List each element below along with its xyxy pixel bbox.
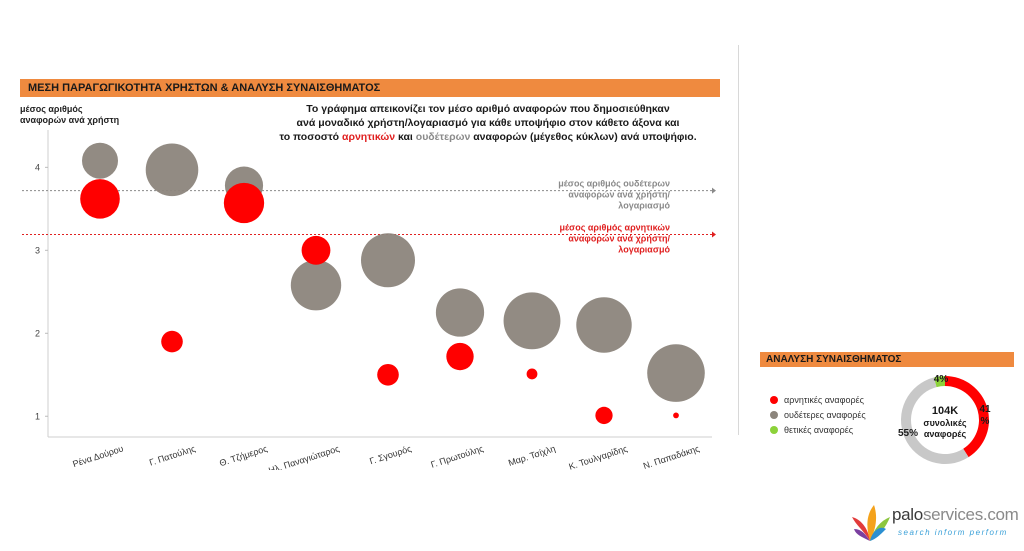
description-neutral-word: ουδέτερων — [415, 131, 471, 143]
description-line3-a: το ποσοστό — [279, 131, 340, 143]
y-tick-label: 2 — [35, 328, 40, 338]
bubble-neutral — [145, 143, 199, 197]
company-logo: paloservices.com search inform perform — [850, 495, 1020, 547]
donut-label-negative-pct: % — [981, 416, 990, 427]
donut-total-value: 104K — [932, 405, 958, 417]
description-line3-b: και — [397, 131, 413, 143]
sentiment-legend: αρνητικές αναφορές ουδέτερες αναφορές θε… — [770, 392, 866, 437]
legend-dot-positive — [770, 425, 778, 434]
donut-total-label-line1: συνολικές — [923, 418, 966, 428]
reference-label-negative_avg: λογαριασμό — [618, 245, 670, 255]
y-axis-label: μέσος αριθμός αναφορών ανά χρήστη — [20, 104, 150, 126]
bubble-negative — [446, 342, 474, 371]
donut-slice — [901, 377, 969, 464]
legend-dot-neutral — [770, 410, 778, 419]
bubble-neutral — [503, 292, 561, 350]
description-line1: Το γράφημα απεικονίζει τον μέσο αριθμό α… — [306, 103, 670, 115]
bubble-neutral — [435, 288, 485, 337]
bubble-negative — [526, 368, 538, 380]
reference-label-neutral_avg: λογαριασμό — [618, 201, 670, 211]
legend-item-negative: αρνητικές αναφορές — [770, 392, 866, 407]
description-line2: ανά μοναδικό χρήστη/λογαριασμό για κάθε … — [296, 117, 680, 129]
y-axis-label-line1: μέσος αριθμός — [20, 104, 83, 114]
legend-dot-negative — [770, 395, 778, 404]
x-tick-label: Ρένα Δούρου — [71, 443, 124, 469]
bubble-negative — [301, 235, 331, 265]
y-axis-label-line2: αναφορών ανά χρήστη — [20, 115, 120, 125]
chart-description: Το γράφημα απεικονίζει τον μέσο αριθμό α… — [258, 102, 718, 144]
bubble-neutral — [82, 142, 118, 179]
reference-label-neutral_avg: αναφορών ανά χρήστη/ — [568, 190, 670, 200]
x-tick-label: Μαρ. Τσίχλη — [507, 443, 557, 468]
x-tick-label: Γ. Πρωτούλης — [430, 443, 486, 470]
donut-label-negative: 41 — [979, 404, 991, 415]
donut-total-label-line2: αναφορές — [924, 429, 967, 439]
bubble-negative — [595, 406, 613, 425]
logo-name: palo — [892, 505, 923, 524]
reference-line-arrow — [712, 231, 716, 238]
description-line3: το ποσοστό αρνητικών και ουδέτερων αναφο… — [258, 130, 718, 144]
donut-label-neutral: 55% — [898, 428, 918, 439]
bubble-negative — [377, 363, 399, 386]
sentiment-title: ΑΝΑΛΥΣΗ ΣΥΝΑΙΣΘΗΜΑΤΟΣ — [760, 352, 1014, 367]
description-negative-word: αρνητικών — [342, 131, 396, 143]
donut-slice — [945, 376, 989, 458]
logo-wordmark: paloservices.com — [892, 505, 1019, 525]
x-tick-label: Κ. Τουλγαρίδης — [568, 443, 630, 470]
donut-slice — [934, 376, 945, 388]
reference-line-arrow — [712, 187, 716, 194]
legend-item-positive: θετικές αναφορές — [770, 422, 866, 437]
y-tick-label: 3 — [35, 245, 40, 255]
x-tick-label: Γ. Σγουρός — [368, 443, 413, 466]
bubble-negative — [161, 330, 183, 353]
x-tick-label: Γ. Πατούλης — [148, 443, 197, 468]
reference-label-neutral_avg: μέσος αριθμός ουδέτερων — [558, 179, 670, 189]
panel-divider — [738, 45, 739, 435]
x-tick-label: Ηλ. Παναγιώταρος — [267, 443, 341, 470]
bubble-neutral — [361, 233, 415, 288]
bubble-negative — [673, 412, 679, 419]
description-line3-c: αναφορών (μέγεθος κύκλων) ανά υποψήφιο. — [473, 131, 697, 143]
bubble-neutral — [647, 344, 705, 402]
reference-label-negative_avg: αναφορών ανά χρήστη/ — [568, 234, 670, 244]
y-tick-label: 1 — [35, 411, 40, 421]
y-tick-label: 4 — [35, 162, 40, 172]
legend-label-negative: αρνητικές αναφορές — [784, 394, 864, 405]
logo-tagline: search inform perform — [898, 528, 1008, 537]
bubble-neutral — [290, 259, 342, 311]
bubble-negative — [223, 182, 265, 224]
donut-label-positive: 4% — [934, 374, 949, 385]
x-tick-label: Θ. Τζήμερος — [218, 443, 269, 468]
bubble-negative — [80, 179, 120, 219]
legend-label-positive: θετικές αναφορές — [784, 424, 854, 435]
logo-leaf-icon — [852, 505, 890, 541]
legend-item-neutral: ουδέτερες αναφορές — [770, 407, 866, 422]
logo-domain: services.com — [922, 505, 1019, 524]
x-tick-label: Ν. Παπαδάκης — [642, 443, 701, 470]
reference-label-negative_avg: μέσος αριθμός αρνητικών — [559, 223, 670, 233]
legend-label-neutral: ουδέτερες αναφορές — [784, 409, 866, 420]
chart-title: ΜΕΣΗ ΠΑΡΑΓΩΓΙΚΟΤΗΤΑ ΧΡΗΣΤΩΝ & ΑΝΑΛΥΣΗ ΣΥ… — [20, 79, 720, 97]
bubble-neutral — [576, 297, 632, 353]
